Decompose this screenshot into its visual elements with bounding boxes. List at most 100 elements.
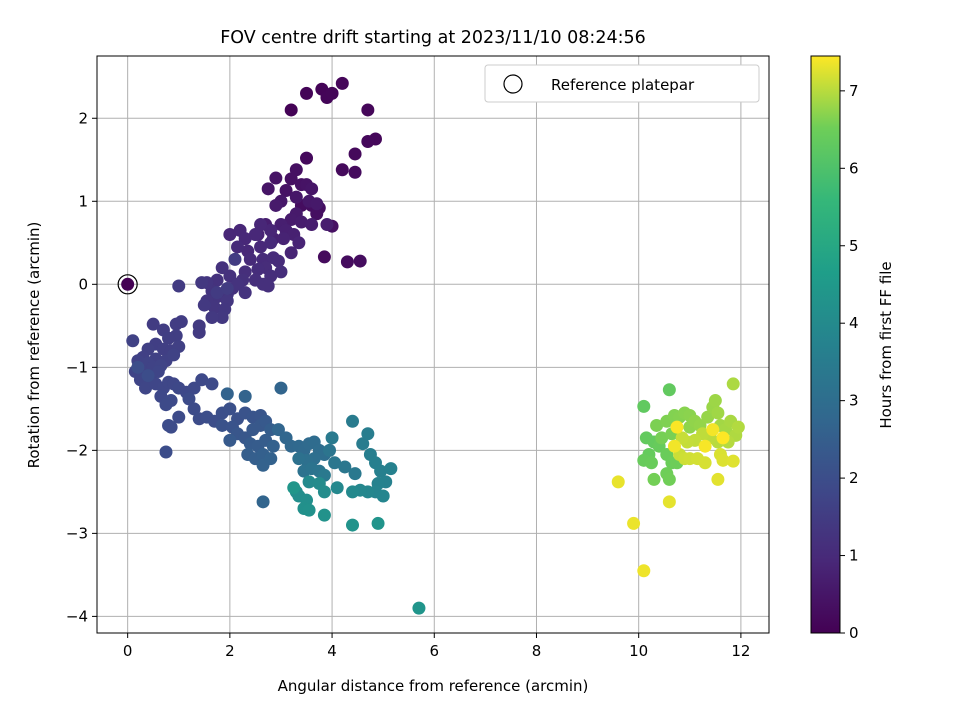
y-tick-label: 2: [78, 109, 88, 127]
data-point: [361, 427, 375, 441]
data-point: [662, 472, 676, 486]
data-point: [637, 399, 651, 413]
data-point: [287, 481, 301, 495]
data-point: [182, 392, 196, 406]
data-point: [192, 325, 206, 339]
colorbar-tick-label: 0: [849, 624, 859, 642]
data-point: [302, 503, 316, 517]
colorbar-tick-label: 1: [849, 547, 859, 565]
data-point: [187, 381, 201, 395]
data-point: [195, 276, 209, 290]
data-point: [131, 360, 145, 374]
data-point: [698, 439, 712, 453]
y-tick-label: 1: [78, 192, 88, 210]
data-point: [716, 431, 730, 445]
data-point: [254, 218, 268, 232]
data-point: [238, 232, 252, 246]
x-tick-label: 0: [123, 642, 133, 660]
data-point: [330, 481, 344, 495]
data-point: [310, 197, 324, 211]
colorbar-label: Hours from first FF file: [877, 261, 895, 428]
data-point: [172, 410, 186, 424]
data-point: [698, 456, 712, 470]
data-point: [162, 331, 176, 345]
x-axis-label: Angular distance from reference (arcmin): [278, 677, 589, 695]
y-tick-label: −1: [66, 358, 88, 376]
x-tick-label: 12: [731, 642, 750, 660]
data-point: [412, 601, 426, 615]
data-point: [215, 261, 229, 275]
data-point: [647, 472, 661, 486]
data-point: [637, 564, 651, 578]
data-point: [328, 456, 342, 470]
data-point: [195, 373, 209, 387]
data-point: [187, 402, 201, 416]
data-point: [284, 213, 298, 227]
y-tick-label: 0: [78, 275, 88, 293]
data-point: [356, 437, 370, 451]
data-point: [220, 387, 234, 401]
data-point: [706, 423, 720, 437]
data-point: [223, 269, 237, 283]
data-point: [174, 315, 188, 329]
data-point: [670, 420, 684, 434]
data-point: [323, 443, 337, 457]
data-point: [238, 286, 252, 300]
x-tick-label: 6: [430, 642, 440, 660]
data-point: [346, 485, 360, 499]
data-point: [611, 475, 625, 489]
data-point: [300, 86, 314, 100]
y-tick-label: −4: [66, 607, 88, 625]
colorbar-tick-label: 5: [849, 237, 859, 255]
data-point: [317, 485, 331, 499]
data-point: [243, 252, 257, 266]
data-point: [215, 311, 229, 325]
scatter-points: [126, 76, 745, 615]
data-point: [346, 414, 360, 428]
data-point: [248, 227, 262, 241]
data-point: [335, 163, 349, 177]
data-point: [167, 348, 181, 362]
data-point: [374, 464, 388, 478]
data-point: [223, 227, 237, 241]
data-point: [346, 518, 360, 532]
data-point: [279, 183, 293, 197]
data-point: [277, 232, 291, 246]
data-point: [305, 182, 319, 196]
data-point: [650, 418, 664, 432]
data-point: [139, 381, 153, 395]
data-point: [701, 410, 715, 424]
data-point: [205, 377, 219, 391]
legend-box: [484, 64, 760, 103]
x-tick-label: 4: [327, 642, 337, 660]
data-point: [340, 255, 354, 269]
data-point: [269, 198, 283, 212]
data-point: [223, 402, 237, 416]
data-point: [726, 454, 740, 468]
colorbar-gradient: [810, 55, 841, 634]
plot-frame: [96, 55, 770, 634]
legend: Reference platepar: [484, 64, 760, 103]
data-point: [126, 334, 140, 348]
data-point: [711, 472, 725, 486]
data-point: [317, 250, 331, 264]
reference-ring: [117, 274, 138, 295]
data-point: [266, 439, 280, 453]
data-point: [289, 190, 303, 204]
data-point: [210, 286, 224, 300]
legend-label: Reference platepar: [551, 76, 695, 94]
data-point: [320, 218, 334, 232]
colorbar-tick-label: 3: [849, 392, 859, 410]
data-point: [644, 456, 658, 470]
data-point: [353, 254, 367, 268]
data-point: [361, 103, 375, 117]
grid-lines: [97, 56, 769, 633]
legend-marker: [503, 74, 523, 94]
data-point: [305, 218, 319, 232]
data-point: [208, 301, 222, 315]
data-point: [146, 317, 160, 331]
data-point: [292, 236, 306, 250]
data-point: [274, 381, 288, 395]
data-point: [726, 377, 740, 391]
data-point: [159, 445, 173, 459]
